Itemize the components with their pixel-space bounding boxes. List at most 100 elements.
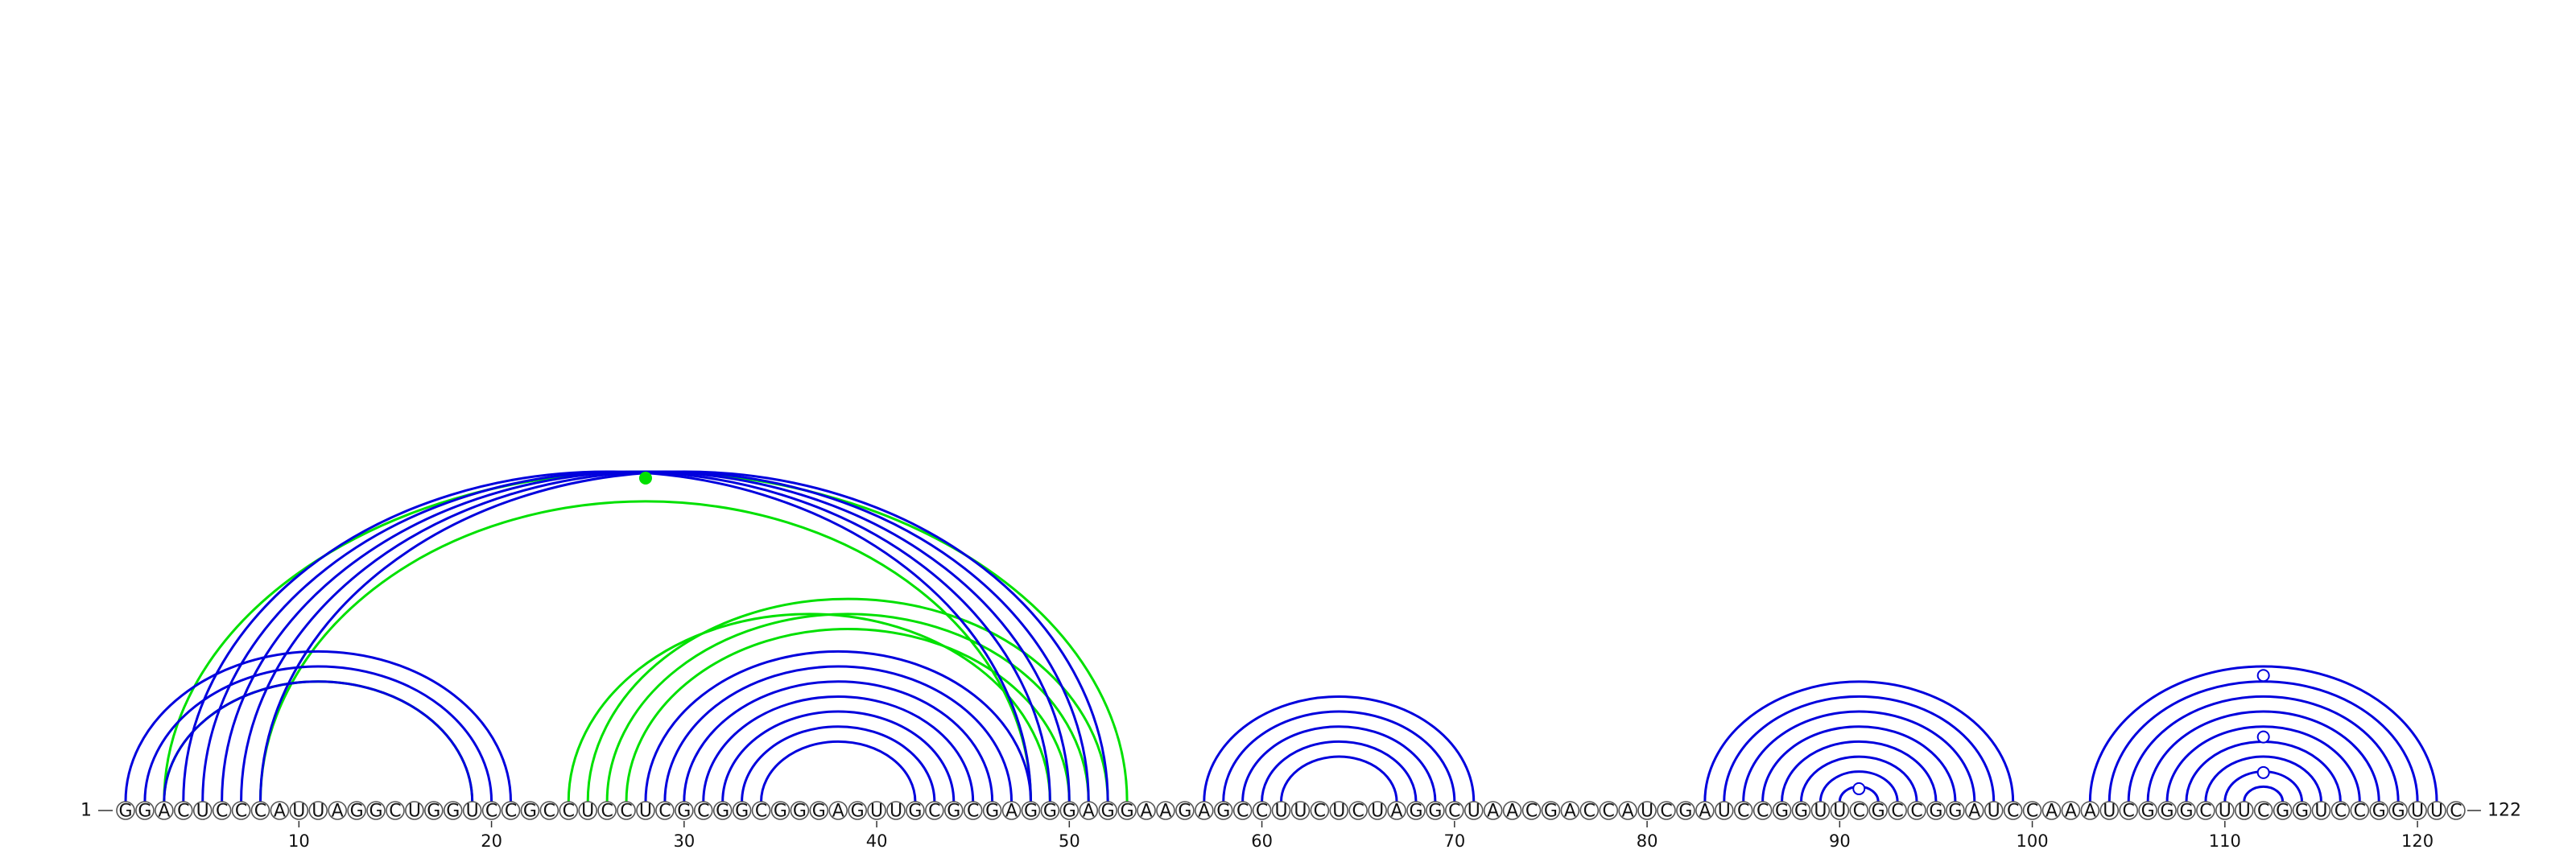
svg-text:G: G: [812, 802, 826, 822]
nucleotide-24: C: [559, 801, 579, 822]
svg-text:G: G: [369, 802, 382, 822]
tick-label-40: 40: [866, 831, 888, 851]
svg-text:A: A: [1083, 802, 1095, 822]
nucleotide-56: G: [1175, 801, 1195, 822]
nucleotide-1: G: [116, 801, 135, 822]
svg-text:A: A: [1968, 802, 1980, 822]
svg-text:G: G: [2392, 802, 2405, 822]
svg-text:U: U: [2103, 802, 2116, 822]
svg-text:C: C: [2334, 802, 2347, 822]
svg-text:G: G: [1216, 802, 1230, 822]
svg-text:A: A: [1198, 802, 1210, 822]
svg-text:C: C: [254, 802, 266, 822]
nucleotide-25: U: [578, 801, 598, 822]
nucleotide-80: U: [1637, 801, 1657, 822]
start-label: 1: [80, 801, 92, 821]
svg-text:G: G: [1101, 802, 1115, 822]
nucleotide-3: A: [155, 801, 174, 822]
svg-text:G: G: [1544, 802, 1558, 822]
tick-label-30: 30: [673, 831, 695, 851]
nucleotide-8: C: [250, 801, 270, 822]
svg-text:G: G: [716, 802, 729, 822]
nucleotide-35: G: [770, 801, 791, 822]
svg-text:G: G: [1929, 802, 1942, 822]
svg-text:A: A: [2046, 802, 2058, 822]
svg-text:U: U: [312, 802, 324, 822]
nucleotide-96: G: [1946, 801, 1965, 822]
nucleotide-121: U: [2427, 801, 2446, 822]
nucleotide-7: C: [231, 801, 251, 822]
nucleotide-60: C: [1252, 801, 1272, 822]
blue-arc-111-113: [2243, 785, 2285, 802]
nucleotide-63: C: [1310, 801, 1330, 822]
svg-text:G: G: [2161, 802, 2174, 822]
markers-layer: [638, 472, 2270, 795]
svg-text:C: C: [1525, 802, 1538, 822]
svg-text:C: C: [928, 802, 940, 822]
nucleotide-2: G: [135, 801, 155, 822]
nucleotide-16: U: [405, 801, 424, 822]
svg-text:G: G: [1178, 802, 1191, 822]
blue-arc-84-98: [1723, 695, 1996, 802]
nucleotide-118: G: [2369, 801, 2389, 822]
nucleotide-15: C: [386, 801, 405, 822]
nucleotide-13: G: [347, 801, 366, 822]
svg-text:C: C: [2007, 802, 2019, 822]
svg-text:G: G: [350, 802, 364, 822]
blue-arc-29-47: [663, 665, 1013, 802]
svg-text:G: G: [677, 802, 691, 822]
svg-text:C: C: [601, 802, 613, 822]
nucleotide-122: C: [2446, 801, 2466, 822]
svg-text:A: A: [2084, 802, 2096, 822]
svg-text:G: G: [2141, 802, 2155, 822]
position-ticks: 10 20 30 40 50 60 70 80 90 100 110 120: [98, 810, 2481, 851]
svg-text:G: G: [1678, 802, 1692, 822]
blue-arc-28-48: [644, 650, 1032, 802]
nucleotide-14: G: [366, 801, 386, 822]
green-arc-25-52: [586, 597, 1109, 802]
blue-arc-85-97: [1742, 710, 1976, 802]
svg-text:C: C: [1891, 802, 1903, 822]
svg-text:G: G: [1063, 802, 1076, 822]
tick-label-90: 90: [1829, 831, 1851, 851]
nucleotide-33: G: [732, 801, 752, 822]
blue-marker-4: [2256, 765, 2270, 779]
nucleotide-47: A: [1001, 801, 1022, 822]
nucleotide-9: A: [270, 801, 290, 822]
svg-text:U: U: [581, 802, 594, 822]
blue-arc-57-71: [1203, 695, 1476, 802]
svg-text:G: G: [1024, 802, 1038, 822]
nucleotide-93: C: [1888, 801, 1907, 822]
blue-arc-86-96: [1761, 725, 1957, 802]
svg-text:C: C: [658, 802, 671, 822]
nucleotide-99: C: [2003, 801, 2023, 822]
svg-text:G: G: [1409, 802, 1422, 822]
svg-text:U: U: [890, 802, 902, 822]
tick-label-60: 60: [1251, 831, 1273, 851]
svg-text:U: U: [1718, 802, 1731, 822]
svg-text:C: C: [2026, 802, 2038, 822]
nucleotide-38: A: [828, 801, 848, 822]
nucleotide-116: C: [2330, 801, 2351, 822]
tick-label-50: 50: [1059, 831, 1080, 851]
blue-arc-89-93: [1818, 770, 1899, 802]
tick-label-10: 10: [288, 831, 310, 851]
svg-text:C: C: [1737, 802, 1749, 822]
nucleotide-79: A: [1618, 801, 1637, 822]
green-marker-0: [638, 472, 652, 485]
nucleotide-101: A: [2041, 801, 2062, 822]
nucleotide-29: C: [655, 801, 675, 822]
svg-text:G: G: [118, 802, 132, 822]
nucleotide-117: C: [2350, 801, 2370, 822]
svg-text:C: C: [389, 802, 401, 822]
nucleotide-20: C: [481, 801, 502, 822]
svg-text:A: A: [1159, 802, 1171, 822]
tick-label-80: 80: [1637, 831, 1658, 851]
blue-arc-61-67: [1280, 755, 1398, 802]
blue-marker-1: [1852, 782, 1866, 795]
svg-text:G: G: [523, 802, 537, 822]
svg-text:G: G: [1428, 802, 1442, 822]
green-arc-24-49: [567, 613, 1051, 802]
svg-text:C: C: [1603, 802, 1615, 822]
end-label: 122: [2487, 801, 2521, 821]
